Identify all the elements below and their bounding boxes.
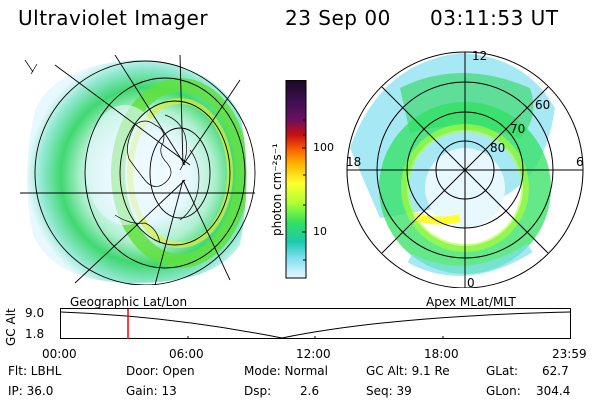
date-label: 23 Sep 00 <box>285 6 391 30</box>
mlt-label-18: 18 <box>346 155 362 169</box>
mlat-label-80: 80 <box>490 141 506 155</box>
status-glat-label: GLat: <box>486 364 519 378</box>
status-gain: Gain: 13 <box>126 384 177 398</box>
altitude-ytick-min: 1.8 <box>25 327 45 341</box>
status-seq: Seq: 39 <box>366 384 412 398</box>
status-gcalt: GC Alt: 9.1 Re <box>366 364 450 378</box>
status-glon-label: GLon: <box>486 384 521 398</box>
geographic-image <box>20 55 256 285</box>
altitude-ytick-max: 9.0 <box>25 306 45 320</box>
geographic-caption: Geographic Lat/Lon <box>70 295 188 309</box>
status-glat-value: 62.7 <box>542 364 569 378</box>
colorbar <box>285 80 307 279</box>
apex-polar-image <box>346 51 584 288</box>
status-ip: IP: 36.0 <box>8 384 54 398</box>
altitude-xtick-3: 18:00 <box>424 347 459 361</box>
altitude-ylabel: GC Alt <box>4 308 18 346</box>
instrument-title: Ultraviolet Imager <box>18 6 209 30</box>
colorbar-tick-100: 100 <box>313 141 334 154</box>
altitude-xtick-2: 12:00 <box>296 347 331 361</box>
altitude-plot <box>60 308 571 339</box>
mlt-label-0: 0 <box>467 276 475 290</box>
status-mode: Mode: Normal <box>244 364 328 378</box>
altitude-xtick-4: 23:59 <box>552 347 587 361</box>
status-dsp-label: Dsp: <box>244 384 272 398</box>
mlt-label-6: 6 <box>576 155 584 169</box>
status-glon-value: 304.4 <box>536 384 571 398</box>
mlat-label-60: 60 <box>535 98 551 112</box>
altitude-xtick-0: 00:00 <box>42 347 77 361</box>
mlt-label-12: 12 <box>472 49 488 63</box>
apex-caption: Apex MLat/MLT <box>426 295 516 309</box>
status-dsp-value: 2.6 <box>300 384 320 398</box>
mlat-label-70: 70 <box>510 122 526 136</box>
colorbar-unit-label: photon cm⁻²s⁻¹ <box>270 143 284 236</box>
altitude-xtick-1: 06:00 <box>169 347 204 361</box>
colorbar-tick-10: 10 <box>313 225 327 238</box>
status-door: Door: Open <box>126 364 195 378</box>
time-label: 03:11:53 UT <box>430 6 559 30</box>
status-flt: Flt: LBHL <box>8 364 62 378</box>
